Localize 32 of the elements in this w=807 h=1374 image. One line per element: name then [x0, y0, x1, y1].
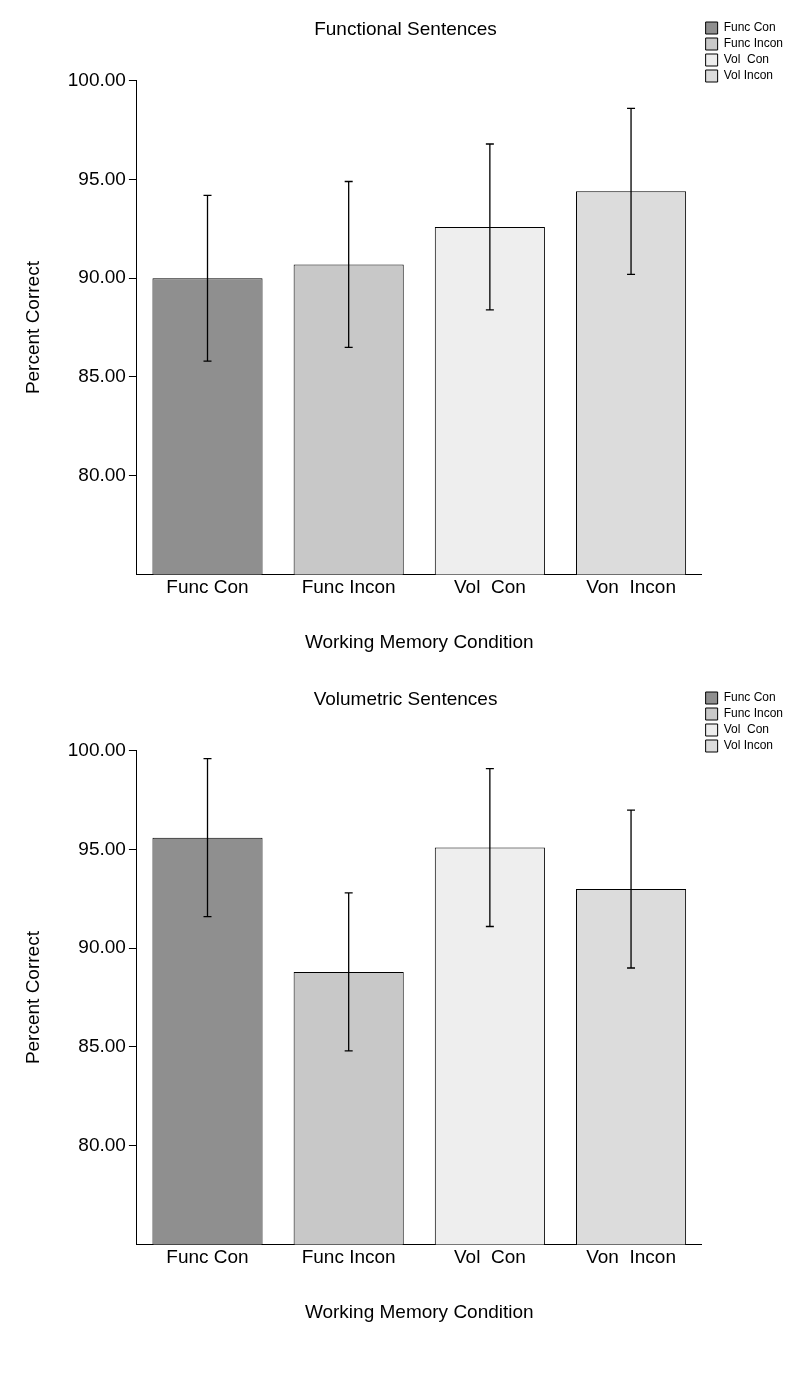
x-tick-label: Von Incon: [586, 1246, 676, 1268]
legend-label: Func Con: [723, 20, 776, 35]
legend-label: Vol Incon: [723, 738, 774, 753]
y-tick-label: 85.00: [78, 365, 126, 387]
y-tick-label: 90.00: [78, 266, 126, 288]
y-tick-label: 95.00: [78, 837, 126, 859]
y-tick-label: 100.00: [67, 69, 126, 91]
y-tick-label: 85.00: [78, 1035, 126, 1057]
y-tick-label: 80.00: [78, 1133, 126, 1155]
x-tick-label: Func Con: [166, 1246, 249, 1268]
x-tick-label: Vol Con: [453, 1246, 526, 1268]
y-tick-label: 80.00: [78, 463, 126, 485]
x-tick-label: Func Incon: [301, 1246, 396, 1268]
x-tick-label: Vol Con: [453, 576, 526, 598]
chart-title: Functional Sentences: [314, 17, 497, 39]
legend-label: Vol Con: [723, 722, 770, 737]
legend-label: Func Con: [723, 690, 776, 705]
legend-label: Vol Con: [723, 52, 770, 67]
x-tick-label: Func Incon: [301, 576, 396, 598]
x-axis-title: Working Memory Condition: [304, 1300, 534, 1322]
y-axis-title: Percent Correct: [21, 260, 43, 395]
y-tick-label: 95.00: [78, 167, 126, 189]
x-axis-title: Working Memory Condition: [304, 630, 534, 652]
y-tick-label: 90.00: [78, 936, 126, 958]
x-tick-label: Von Incon: [586, 576, 676, 598]
legend-label: Vol Incon: [723, 68, 774, 83]
legend-label: Func Incon: [723, 706, 784, 721]
y-axis-title: Percent Correct: [21, 930, 43, 1065]
x-tick-label: Func Con: [166, 576, 249, 598]
chart-title: Volumetric Sentences: [313, 687, 498, 709]
legend-label: Func Incon: [723, 36, 784, 51]
y-tick-label: 100.00: [67, 739, 126, 761]
